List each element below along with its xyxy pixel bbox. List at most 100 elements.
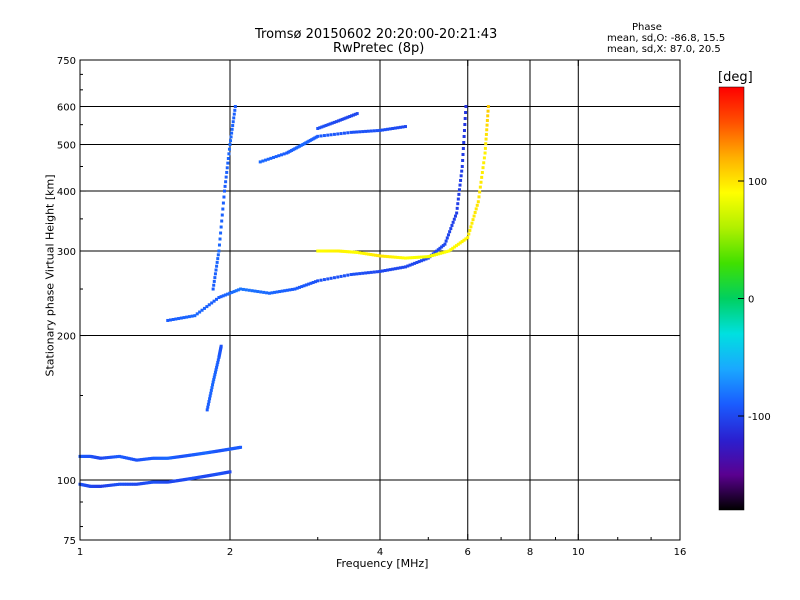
scatter-point (346, 273, 350, 277)
scatter-point (348, 250, 352, 254)
scatter-point (213, 370, 217, 374)
scatter-point (441, 244, 445, 248)
scatter-point (344, 250, 348, 254)
scatter-point (236, 288, 240, 292)
scatter-point (146, 481, 150, 485)
scatter-point (228, 470, 232, 474)
scatter-point (462, 238, 466, 242)
scatter-point (108, 483, 112, 487)
scatter-point (206, 402, 210, 406)
scatter-point (221, 207, 225, 211)
scatter-point (352, 130, 356, 134)
scatter-point (207, 400, 211, 404)
scatter-point (353, 250, 357, 254)
scatter-point (480, 175, 484, 179)
scatter-point (211, 380, 215, 384)
scatter-point (200, 308, 204, 312)
scatter-point (393, 126, 397, 130)
scatter-point (265, 291, 269, 295)
scatter-point (219, 231, 223, 235)
scatter-point (486, 109, 490, 113)
scatter-point (112, 455, 116, 459)
scatter-point (355, 130, 359, 134)
scatter-point (136, 482, 140, 486)
grid-layer (80, 60, 680, 540)
scatter-point (322, 124, 326, 128)
scatter-point (485, 128, 489, 132)
phase-x-stats: mean, sd,X: 87.0, 20.5 (607, 44, 721, 55)
scatter-point (473, 210, 477, 214)
scatter-point (208, 394, 212, 398)
scatter-point (483, 151, 487, 155)
scatter-point (328, 122, 332, 126)
scatter-point (463, 123, 467, 127)
scatter-point (426, 255, 430, 259)
scatter-point (223, 189, 227, 193)
scatter-point (130, 457, 134, 461)
scatter-point (422, 255, 426, 259)
scatter-point (296, 145, 300, 149)
colorbar-ticks: 100 0 -100 (738, 177, 771, 423)
y-tick-label: 400 (57, 187, 76, 198)
scatter-point (102, 456, 106, 460)
scatter-point (215, 260, 219, 264)
scatter-point (149, 480, 153, 484)
scatter-point (220, 213, 224, 217)
scatter-point (461, 146, 465, 150)
scatter-point (459, 174, 463, 178)
scatter-point (472, 214, 476, 218)
scatter-point (295, 286, 299, 290)
scatter-point (217, 243, 221, 247)
x-tick-label: 8 (527, 547, 533, 558)
scatter-point (342, 274, 346, 278)
scatter-point (480, 171, 484, 175)
scatter-point (381, 254, 385, 258)
scatter-point (288, 149, 292, 153)
scatter-point (258, 160, 262, 164)
scatter-point (225, 166, 229, 170)
scatter-point (464, 111, 468, 115)
scatter-point (319, 134, 323, 138)
scatter-point (413, 261, 417, 265)
scatter-point (112, 483, 116, 487)
scatter-point (140, 458, 144, 462)
scatter-point (430, 254, 434, 258)
scatter-point (451, 220, 455, 224)
scatter-point (355, 250, 359, 254)
scatter-point (435, 252, 439, 256)
scatter-point (440, 245, 444, 249)
scatter-point (279, 153, 283, 157)
scatter-point (364, 252, 368, 256)
scatter-point (302, 284, 306, 288)
scatter-point (376, 254, 380, 258)
scatter-point (391, 255, 395, 259)
scatter-point (300, 285, 304, 289)
scatter-point (417, 255, 421, 259)
scatter-point (344, 116, 348, 120)
scatter-point (288, 288, 292, 292)
scatter-point (141, 481, 145, 485)
axis-ticks: 1 2 4 6 8 10 16 75 100 200 300 400 500 600 750 (57, 56, 686, 558)
scatter-point (469, 225, 473, 229)
scatter-point (349, 273, 353, 277)
scatter-point (148, 481, 152, 485)
scatter-point (346, 131, 350, 135)
scatter-point (449, 248, 453, 252)
scatter-point (133, 458, 137, 462)
scatter-point (322, 249, 326, 253)
scatter-point (334, 120, 338, 124)
scatter-point (398, 266, 402, 270)
scatter-point (471, 218, 475, 222)
scatter-point (227, 147, 231, 151)
scatter-point (464, 105, 468, 109)
scatter-point (458, 241, 462, 245)
scatter-point (460, 169, 464, 173)
scatter-point (231, 124, 235, 128)
scatter-point (232, 112, 236, 116)
scatter-point (311, 280, 315, 284)
scatter-point (453, 214, 457, 218)
scatter-point (212, 283, 216, 287)
scatter-point (422, 258, 426, 262)
scatter-point (417, 260, 421, 264)
